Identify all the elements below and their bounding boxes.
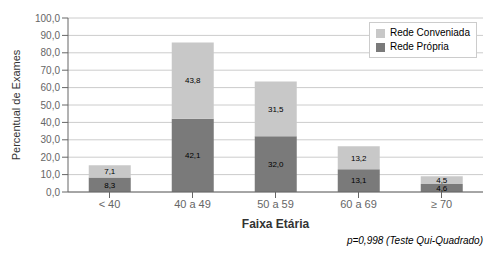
svg-text:7,1: 7,1 [104,167,116,176]
svg-text:13,2: 13,2 [351,154,367,163]
svg-text:43,8: 43,8 [185,76,201,85]
svg-text:30,0: 30,0 [41,134,61,145]
svg-text:13,1: 13,1 [351,176,367,185]
svg-text:60 a 69: 60 a 69 [340,198,377,210]
svg-text:< 40: < 40 [99,198,121,210]
svg-text:4,6: 4,6 [436,184,448,193]
svg-text:50 a 59: 50 a 59 [257,198,294,210]
svg-text:4,5: 4,5 [436,176,448,185]
svg-text:50,0: 50,0 [41,100,61,111]
html-text:Rede Própria: Rede Própria [389,41,449,52]
svg-text:10,0: 10,0 [41,169,61,180]
svg-text:≥ 70: ≥ 70 [431,198,452,210]
svg-text:100,0: 100,0 [35,13,60,24]
svg-text:0,0: 0,0 [46,187,60,198]
svg-text:32,0: 32,0 [268,160,284,169]
svg-text:31,5: 31,5 [268,105,284,114]
html-text:Rede Conveniada: Rede Conveniada [389,27,470,38]
svg-text:20,0: 20,0 [41,152,61,163]
svg-text:8,3: 8,3 [104,181,116,190]
svg-text:Faixa Etária: Faixa Etária [242,217,310,231]
svg-text:40 a 49: 40 a 49 [174,198,211,210]
svg-text:40,0: 40,0 [41,117,61,128]
svg-text:Percentual de Exames: Percentual de Exames [10,49,22,160]
svg-text:90,0: 90,0 [41,30,61,41]
svg-text:60,0: 60,0 [41,82,61,93]
html-text:p=0,998 (Teste Qui-Quadrado): p=0,998 (Teste Qui-Quadrado) [346,235,483,246]
svg-text:70,0: 70,0 [41,65,61,76]
svg-text:80,0: 80,0 [41,47,61,58]
svg-text:42,1: 42,1 [185,151,201,160]
